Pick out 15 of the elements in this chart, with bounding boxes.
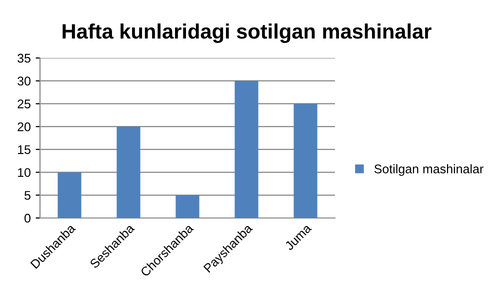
chart-title: Hafta kunlaridagi sotilgan mashinalar [62,23,432,43]
y-tick-label: 0 [24,214,30,223]
y-tick-label: 35 [18,54,30,63]
y-tick-label: 15 [18,145,30,154]
y-tick-label: 5 [24,191,30,200]
y-tick-label: 10 [18,168,30,177]
bar [294,104,318,218]
bar [234,80,258,218]
y-tick-label: 30 [18,76,30,86]
bar [116,126,140,218]
legend-label: Sotilgan mashinalar [374,164,484,176]
bar [58,172,82,218]
y-tick-label: 20 [18,122,30,132]
y-tick-label: 25 [18,100,30,108]
bar [176,195,200,218]
